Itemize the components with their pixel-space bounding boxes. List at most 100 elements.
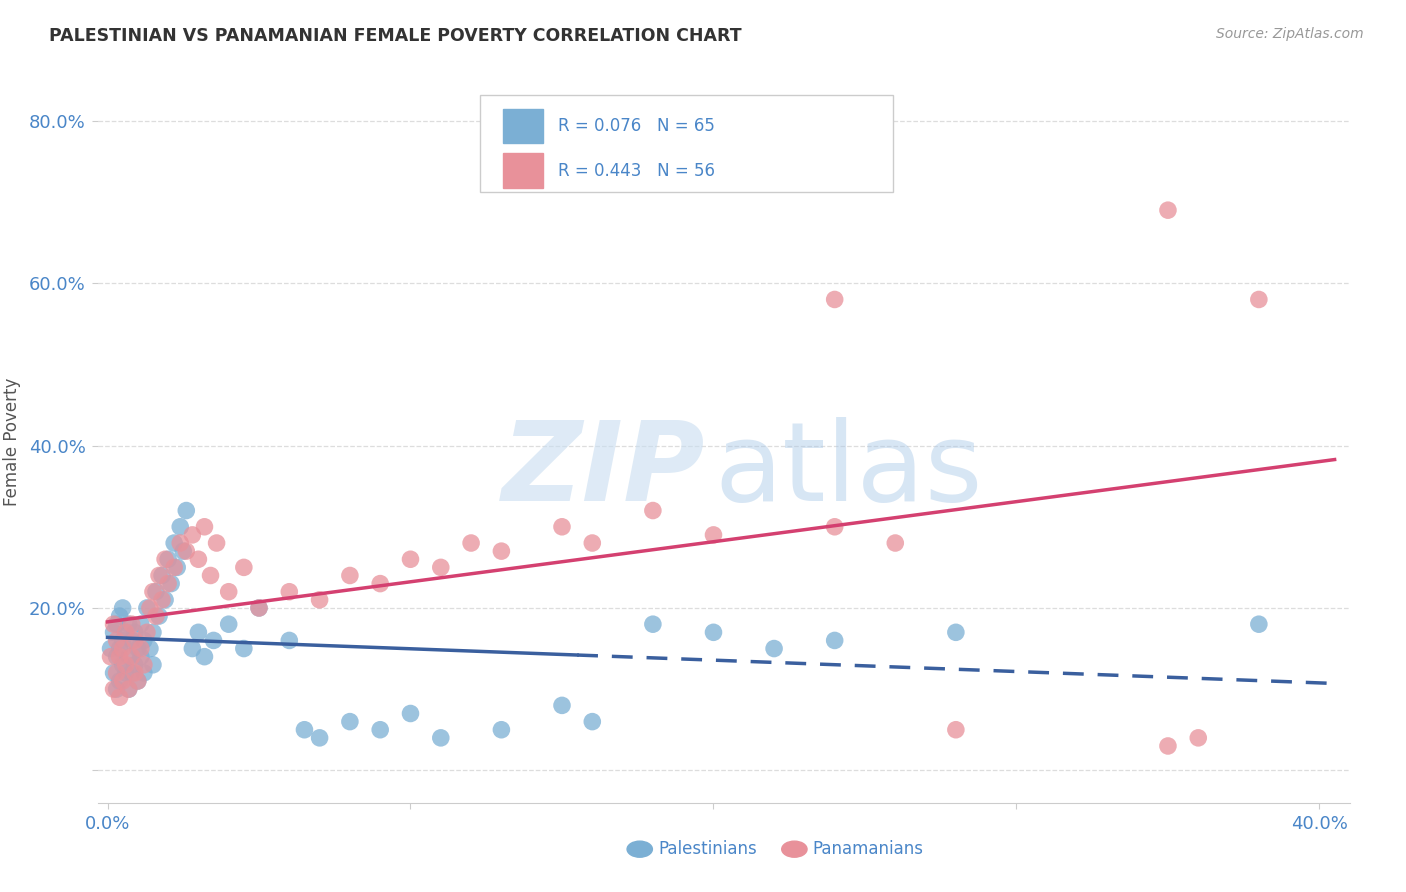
Point [200, 568, 222, 582]
Text: R = 0.443   N = 56: R = 0.443 N = 56 [558, 161, 714, 180]
Y-axis label: Female Poverty: Female Poverty [3, 377, 21, 506]
Point [193, 649, 215, 664]
Point [129, 649, 152, 664]
Point [232, 560, 254, 574]
Point [181, 528, 204, 542]
Point [103, 682, 125, 697]
Point [945, 625, 967, 640]
Point [139, 641, 162, 656]
Point [1157, 739, 1180, 753]
Point [103, 617, 125, 632]
Point [124, 633, 146, 648]
Point [1247, 293, 1270, 307]
Point [824, 633, 846, 648]
Point [187, 625, 209, 640]
Point [174, 503, 197, 517]
Point [824, 293, 846, 307]
Point [105, 649, 128, 664]
Point [368, 723, 391, 737]
Point [174, 544, 197, 558]
Point [111, 657, 134, 672]
Point [127, 641, 149, 656]
Point [166, 560, 188, 574]
Point [339, 714, 361, 729]
Point [105, 665, 128, 680]
Point [135, 601, 157, 615]
Bar [502, 109, 543, 144]
Point [702, 528, 724, 542]
Point [129, 641, 152, 656]
Point [232, 641, 254, 656]
Point [124, 657, 146, 672]
Point [127, 673, 149, 688]
Point [824, 520, 846, 534]
Text: ZIP: ZIP [502, 417, 706, 524]
Point [157, 576, 180, 591]
Point [100, 649, 122, 664]
Point [157, 552, 180, 566]
Point [114, 657, 136, 672]
Point [121, 617, 143, 632]
Point [145, 609, 167, 624]
Text: atlas: atlas [714, 417, 983, 524]
Point [111, 641, 134, 656]
Point [339, 568, 361, 582]
Point [111, 633, 134, 648]
Point [108, 649, 131, 664]
Point [368, 576, 391, 591]
Point [218, 617, 240, 632]
Point [108, 690, 131, 705]
Point [581, 536, 603, 550]
Point [132, 665, 155, 680]
Point [247, 601, 270, 615]
Text: Palestinians: Palestinians [658, 840, 756, 858]
Point [884, 536, 907, 550]
Point [114, 665, 136, 680]
Point [100, 641, 122, 656]
Point [114, 625, 136, 640]
Point [460, 536, 482, 550]
Point [399, 706, 422, 721]
Point [278, 633, 301, 648]
Point [108, 609, 131, 624]
Point [430, 560, 453, 574]
Point [132, 633, 155, 648]
Point [581, 714, 603, 729]
Point [124, 665, 146, 680]
Point [118, 682, 141, 697]
Point [153, 592, 176, 607]
Point [105, 682, 128, 697]
Point [1157, 203, 1180, 218]
Point [430, 731, 453, 745]
Point [491, 544, 513, 558]
Point [129, 617, 152, 632]
Point [121, 633, 143, 648]
Point [150, 592, 173, 607]
Text: Panamanians: Panamanians [813, 840, 924, 858]
Point [181, 641, 204, 656]
Point [193, 520, 215, 534]
Point [127, 673, 149, 688]
Point [103, 625, 125, 640]
Text: PALESTINIAN VS PANAMANIAN FEMALE POVERTY CORRELATION CHART: PALESTINIAN VS PANAMANIAN FEMALE POVERTY… [49, 27, 742, 45]
Point [491, 723, 513, 737]
Point [702, 625, 724, 640]
Point [399, 552, 422, 566]
Point [641, 617, 664, 632]
Point [294, 723, 316, 737]
Point [1187, 731, 1209, 745]
Point [218, 584, 240, 599]
Point [135, 625, 157, 640]
Point [111, 673, 134, 688]
Point [247, 601, 270, 615]
Point [163, 560, 186, 574]
Point [139, 601, 162, 615]
Point [142, 625, 165, 640]
Point [551, 698, 574, 713]
Point [108, 641, 131, 656]
Point [308, 592, 330, 607]
Bar [502, 153, 543, 188]
Point [150, 568, 173, 582]
Point [103, 665, 125, 680]
Point [118, 617, 141, 632]
